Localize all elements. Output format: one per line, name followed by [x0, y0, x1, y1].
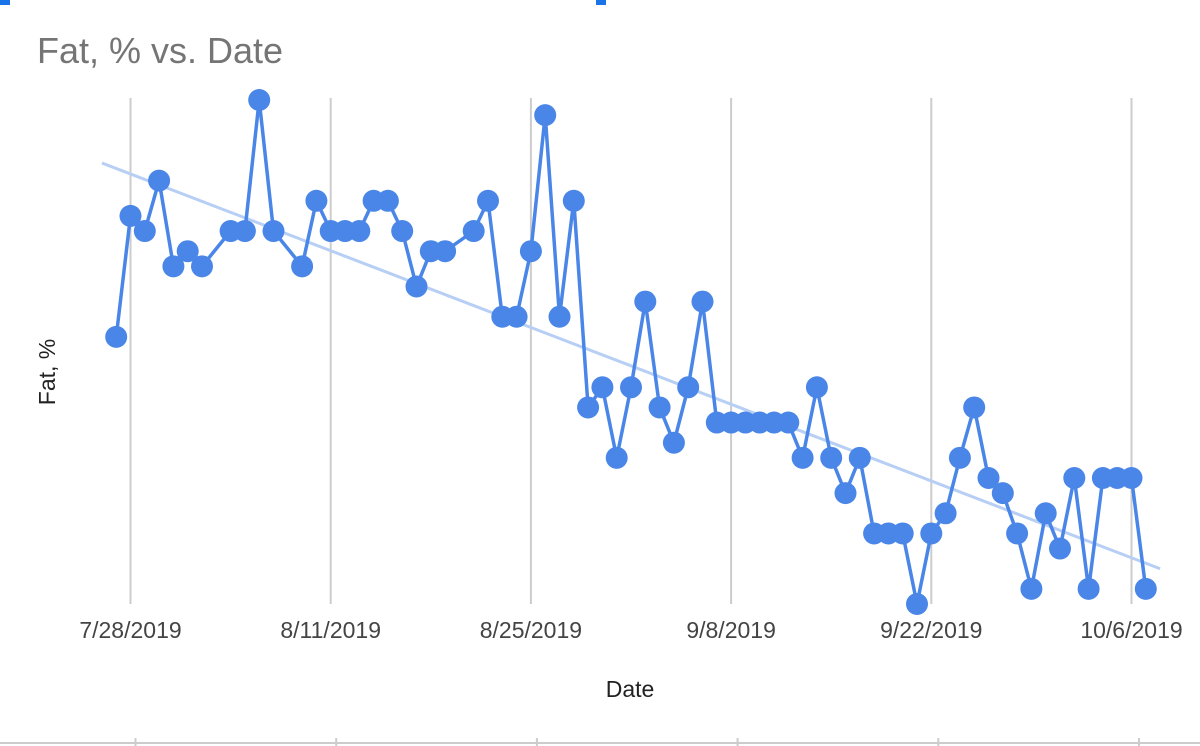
data-point[interactable] [548, 305, 571, 328]
data-point[interactable] [176, 240, 199, 263]
data-point[interactable] [1049, 537, 1071, 560]
data-point[interactable] [591, 376, 614, 399]
data-point[interactable] [1134, 577, 1157, 600]
data-point[interactable] [105, 325, 128, 348]
data-point[interactable] [906, 593, 928, 615]
data-point[interactable] [991, 482, 1014, 505]
data-point[interactable] [648, 396, 671, 419]
data-point[interactable] [948, 446, 971, 469]
data-point[interactable] [920, 522, 943, 545]
data-point[interactable] [133, 220, 156, 243]
x-tick-label: 9/22/2019 [880, 617, 982, 643]
data-point[interactable] [791, 446, 814, 469]
series-line [114, 98, 1148, 606]
x-tick-label: 8/25/2019 [480, 617, 582, 643]
data-point[interactable] [1006, 522, 1029, 545]
data-point[interactable] [348, 220, 371, 243]
x-axis-tick-labels: 7/28/2019 8/11/2019 8/25/2019 9/8/2019 9/22/… [79, 617, 1182, 643]
data-point[interactable] [934, 502, 957, 525]
data-point[interactable] [620, 376, 642, 399]
selection-handle-left[interactable] [0, 0, 10, 5]
x-tick-label: 7/28/2019 [79, 617, 181, 643]
x-tick-label: 9/8/2019 [686, 617, 776, 643]
x-axis-label: Date [606, 676, 655, 702]
y-axis-label: Fat, % [34, 339, 60, 405]
data-point[interactable] [1034, 502, 1057, 525]
bottom-tick-marks [134, 738, 1140, 746]
data-point[interactable] [805, 376, 828, 399]
data-point[interactable] [605, 446, 628, 469]
data-point[interactable] [977, 467, 1000, 489]
data-point[interactable] [691, 290, 714, 313]
data-point[interactable] [434, 240, 457, 263]
data-point[interactable] [391, 220, 414, 243]
data-point[interactable] [519, 240, 542, 263]
data-point[interactable] [477, 189, 499, 212]
data-point[interactable] [820, 446, 843, 469]
chart-title: Fat, % vs. Date [37, 30, 284, 71]
data-point[interactable] [534, 104, 557, 127]
data-point[interactable] [405, 275, 428, 298]
data-point[interactable] [291, 255, 314, 278]
data-point[interactable] [462, 220, 485, 243]
x-tick-label: 8/11/2019 [280, 617, 381, 643]
data-point[interactable] [119, 204, 142, 227]
data-point[interactable] [262, 220, 285, 243]
data-point[interactable] [505, 305, 528, 328]
data-point[interactable] [1020, 577, 1043, 600]
data-point[interactable] [963, 396, 986, 419]
data-point[interactable] [376, 189, 399, 212]
data-point[interactable] [305, 189, 328, 212]
data-point[interactable] [891, 522, 914, 545]
data-point[interactable] [191, 255, 213, 278]
data-point[interactable] [233, 220, 256, 243]
data-point[interactable] [634, 290, 657, 313]
data-point[interactable] [662, 431, 685, 454]
selection-handle-right[interactable] [596, 0, 606, 5]
data-point[interactable] [1077, 577, 1100, 600]
data-point[interactable] [577, 396, 600, 419]
vertical-gridlines [129, 98, 1133, 604]
data-point[interactable] [162, 255, 185, 278]
data-points [105, 89, 1157, 615]
data-point[interactable] [834, 482, 857, 505]
data-point[interactable] [1120, 467, 1143, 489]
x-tick-label: 10/6/2019 [1080, 617, 1182, 643]
trendline [101, 161, 1161, 571]
data-point[interactable] [848, 446, 871, 469]
data-point[interactable] [248, 89, 271, 111]
data-point[interactable] [148, 169, 171, 192]
data-point[interactable] [562, 189, 585, 212]
data-point[interactable] [1063, 467, 1086, 489]
data-point[interactable] [677, 376, 700, 399]
data-point[interactable] [777, 411, 800, 434]
